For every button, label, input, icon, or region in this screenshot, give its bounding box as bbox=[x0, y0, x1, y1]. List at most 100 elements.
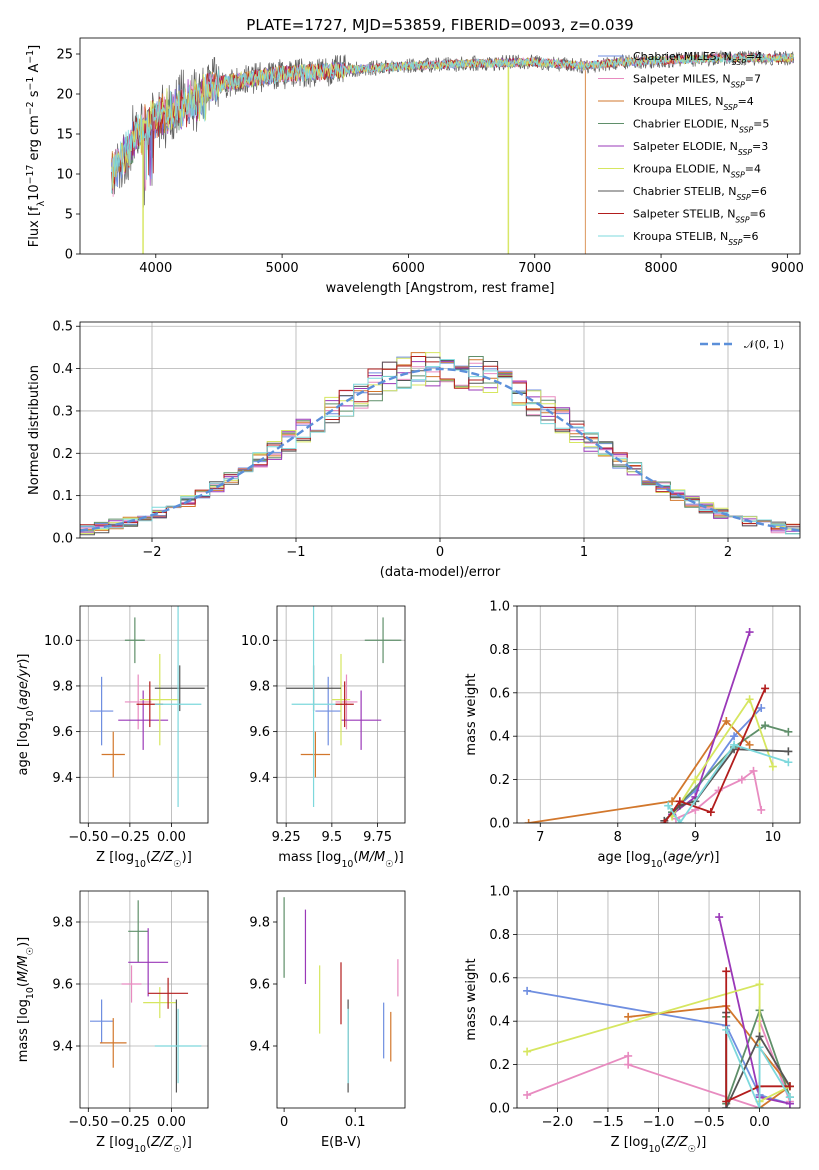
axes-frame bbox=[79, 605, 209, 824]
y-tick-label: 1.0 bbox=[489, 885, 510, 900]
y-tick-label: 9.8 bbox=[249, 679, 270, 694]
weight-marker bbox=[768, 762, 777, 771]
spectrum-line bbox=[111, 52, 795, 194]
y-tick-label: 0.2 bbox=[489, 773, 510, 788]
y-tick-label: 10.0 bbox=[44, 634, 73, 649]
normal-reference-curve bbox=[80, 367, 800, 532]
axes-frame bbox=[516, 605, 801, 824]
x-tick-label: 0.0 bbox=[749, 1115, 770, 1130]
x-tick-label: −0.50 bbox=[68, 830, 108, 845]
y-tick-label: 0.3 bbox=[52, 404, 73, 419]
weight-line bbox=[667, 743, 789, 823]
axes-frame bbox=[79, 321, 801, 539]
x-tick-label: −1.5 bbox=[592, 1115, 624, 1130]
y-tick-label: 5 bbox=[65, 208, 73, 223]
weight-marker bbox=[784, 727, 793, 736]
weight-line bbox=[628, 1005, 792, 1108]
weight-marker bbox=[784, 747, 793, 756]
legend-label: Salpeter STELIB, NSSP=6 bbox=[633, 208, 766, 225]
x-tick-label: 0.1 bbox=[345, 1115, 366, 1130]
weight-marker bbox=[624, 1012, 633, 1021]
legend-label: Chabrier STELIB, NSSP=6 bbox=[633, 185, 767, 202]
weight-marker bbox=[755, 980, 764, 989]
y-tick-label: 9.4 bbox=[52, 771, 73, 786]
weight-marker bbox=[757, 703, 766, 712]
chart-residuals: −2 −1 0 1 2 0.0 0.1 0.2 0.3 0.4 0.5 (data-model)/er… bbox=[27, 320, 801, 580]
y-tick-label: 9.6 bbox=[249, 725, 270, 740]
chart-mass-vs-Z: −0.50 −0.25 0.00 9.4 9.6 9.8 Z [log10(Z/Z☉)] ma… bbox=[16, 890, 209, 1155]
chart-weight-vs-age: 7 8 9 10 0.0 0.2 0.4 0.6 0.8 1.0 age [log10(age/yr… bbox=[464, 600, 801, 870]
weight-marker bbox=[761, 721, 770, 730]
weight-marker bbox=[745, 628, 754, 637]
y-tick-label: 0.1 bbox=[52, 489, 73, 504]
y-tick-label: 1.0 bbox=[489, 600, 510, 615]
y-tick-label: 9.4 bbox=[249, 771, 270, 786]
y-axis-label: mass [log10(M/M☉)] bbox=[16, 937, 36, 1063]
weight-marker bbox=[737, 775, 746, 784]
weight-marker bbox=[749, 766, 758, 775]
y-tick-label: 0.8 bbox=[489, 928, 510, 943]
x-tick-label: 9 bbox=[691, 830, 699, 845]
weight-marker bbox=[745, 740, 754, 749]
legend-label: Salpeter ELODIE, NSSP=3 bbox=[633, 140, 768, 157]
x-tick-label: −2 bbox=[142, 545, 161, 560]
weight-marker bbox=[745, 695, 754, 704]
y-tick-label: 0 bbox=[65, 248, 73, 263]
x-axis-label: Z [log10(Z/Z☉)] bbox=[96, 1135, 192, 1155]
weight-marker bbox=[755, 1104, 764, 1108]
y-axis-label: Flux [fλ10−17 erg cm−2 s−1 A−1] bbox=[25, 45, 47, 247]
legend-label: Kroupa MILES, NSSP=4 bbox=[633, 95, 754, 112]
legend: Chabrier MILES, NSSP=4 Salpeter MILES, NS… bbox=[598, 50, 769, 247]
legend-label: Chabrier ELODIE, NSSP=5 bbox=[633, 118, 769, 135]
weight-marker bbox=[660, 819, 669, 823]
y-tick-label: 0.0 bbox=[489, 817, 510, 832]
weight-line bbox=[725, 971, 790, 1103]
y-tick-label: 9.8 bbox=[52, 916, 73, 931]
legend-label: Salpeter MILES, NSSP=7 bbox=[633, 73, 761, 90]
x-axis-label: Z [log10(Z/Z☉)] bbox=[611, 1135, 707, 1155]
x-axis-label: Z [log10(Z/Z☉)] bbox=[96, 850, 192, 870]
x-tick-label: 0 bbox=[280, 1115, 288, 1130]
weight-marker bbox=[722, 717, 731, 726]
y-tick-label: 9.8 bbox=[52, 679, 73, 694]
y-tick-label: 9.6 bbox=[52, 725, 73, 740]
y-tick-label: 9.6 bbox=[52, 978, 73, 993]
weight-marker bbox=[757, 805, 766, 814]
axes-frame bbox=[276, 605, 406, 824]
x-tick-label: 9.75 bbox=[363, 830, 392, 845]
x-tick-label: −1 bbox=[286, 545, 305, 560]
plot-area bbox=[523, 913, 794, 1108]
weight-marker bbox=[715, 913, 724, 922]
y-tick-label: 0.4 bbox=[489, 1015, 510, 1030]
y-axis-label: mass weight bbox=[464, 673, 479, 755]
x-tick-label: 0.00 bbox=[157, 1115, 186, 1130]
y-tick-label: 0.8 bbox=[489, 643, 510, 658]
x-axis-label: mass [log10(M/M☉)] bbox=[278, 850, 404, 870]
weight-marker bbox=[730, 740, 739, 749]
y-tick-label: 0.0 bbox=[489, 1102, 510, 1117]
x-axis-label: (data-model)/error bbox=[380, 565, 501, 580]
legend-label: Kroupa STELIB, NSSP=6 bbox=[633, 230, 759, 247]
x-tick-label: 7 bbox=[536, 830, 544, 845]
weight-line bbox=[671, 724, 789, 813]
chart-age-vs-mass: 9.25 9.5 9.75 9.4 9.6 9.8 10.0 mass [log10(M/M☉… bbox=[241, 605, 406, 870]
weight-marker bbox=[722, 1025, 731, 1034]
x-tick-label: 9.5 bbox=[322, 830, 343, 845]
axes-frame bbox=[276, 890, 406, 1109]
weight-marker bbox=[784, 758, 793, 767]
weight-line bbox=[675, 769, 763, 820]
y-tick-label: 10.0 bbox=[241, 634, 270, 649]
x-tick-label: −1.0 bbox=[643, 1115, 675, 1130]
legend-label: Kroupa ELODIE, NSSP=4 bbox=[633, 163, 761, 180]
plot-area bbox=[111, 49, 795, 254]
x-tick-label: 4000 bbox=[139, 261, 172, 276]
axes-frame bbox=[79, 37, 801, 255]
chart-spectrum: 4000 5000 6000 7000 8000 9000 0 5 10 15 20 25 wavele… bbox=[25, 16, 804, 296]
chart-title: PLATE=1727, MJD=53859, FIBERID=0093, z=0… bbox=[246, 16, 633, 34]
weight-line bbox=[671, 697, 774, 817]
weight-marker bbox=[761, 684, 770, 693]
x-tick-label: 9.25 bbox=[272, 830, 301, 845]
grid bbox=[80, 606, 208, 823]
weight-marker bbox=[624, 1060, 633, 1069]
